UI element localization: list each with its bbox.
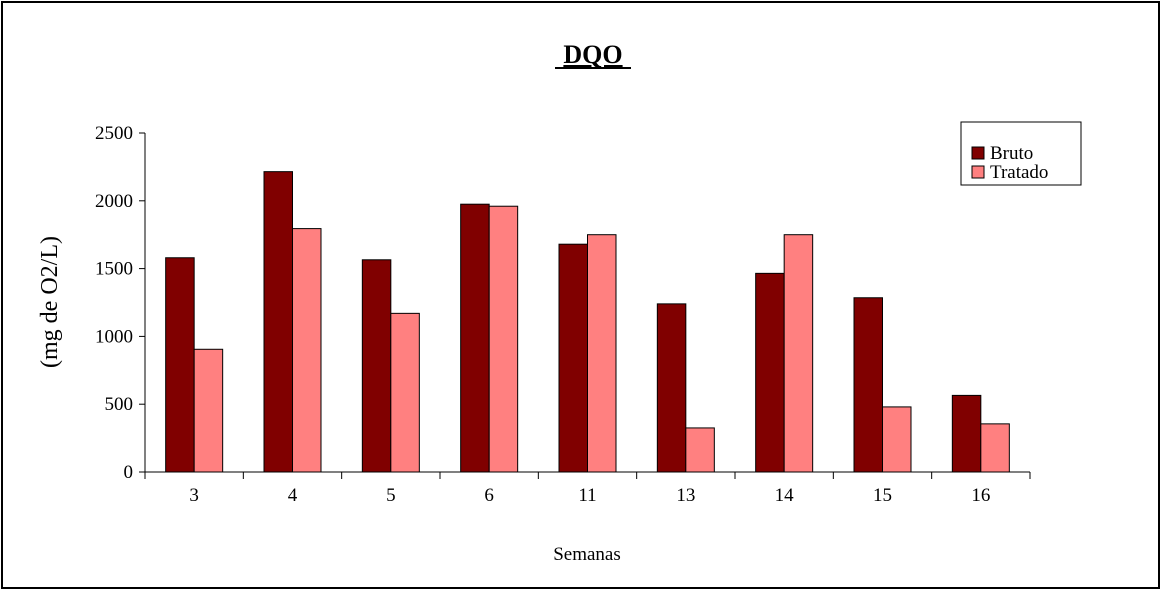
y-tick-label: 500 xyxy=(105,394,134,415)
plot-area: 0 500 1000 1500 2000 2500 3 4 5 6 11 13 14 15 16 xyxy=(95,123,1031,506)
x-tick-label: 14 xyxy=(775,485,795,506)
y-tick-label: 2500 xyxy=(95,123,133,144)
legend-label-tratado: Tratado xyxy=(990,162,1048,183)
x-tick-label: 4 xyxy=(288,485,298,506)
x-tick-label: 15 xyxy=(873,485,892,506)
bar-bruto-week-6 xyxy=(460,203,490,473)
y-tick-label: 1000 xyxy=(95,326,133,347)
legend-swatch-bruto xyxy=(971,146,985,160)
y-axis-label: (mg de O2/L) xyxy=(37,236,63,368)
bar-bruto-week-13 xyxy=(656,303,687,473)
x-tick-label: 5 xyxy=(386,485,396,506)
bar-bruto-week-5 xyxy=(361,259,392,473)
bar-bruto-week-15 xyxy=(853,297,883,473)
bar-tratado-week-5 xyxy=(390,312,420,473)
x-axis-label: Semanas xyxy=(553,544,621,565)
x-tick-label: 11 xyxy=(578,485,596,506)
legend: Bruto Tratado xyxy=(960,121,1082,186)
y-tick-label: 1500 xyxy=(95,259,133,280)
bar-bruto-week-4 xyxy=(263,171,293,473)
legend-label-bruto: Bruto xyxy=(990,143,1033,164)
bar-tratado-week-15 xyxy=(882,406,912,473)
bar-tratado-week-13 xyxy=(685,427,715,473)
bar-tratado-week-14 xyxy=(783,234,814,473)
x-tick-label: 6 xyxy=(484,485,494,506)
chart-title: DQO xyxy=(563,40,622,69)
bar-bruto-week-3 xyxy=(165,257,195,473)
bar-tratado-week-16 xyxy=(980,423,1010,473)
legend-swatch-tratado xyxy=(971,165,985,179)
bar-tratado-week-3 xyxy=(193,348,224,473)
bar-bruto-week-16 xyxy=(951,394,982,473)
x-tick-label: 16 xyxy=(971,485,990,506)
x-tick-label: 3 xyxy=(189,485,199,506)
y-tick-label: 2000 xyxy=(95,191,133,212)
bar-bruto-week-11 xyxy=(558,243,588,473)
bar-tratado-week-4 xyxy=(292,228,322,473)
x-tick-label: 13 xyxy=(676,485,695,506)
y-tick-label: 0 xyxy=(124,462,134,483)
bar-bruto-week-14 xyxy=(755,272,785,473)
bar-tratado-week-11 xyxy=(587,234,617,473)
bar-tratado-week-6 xyxy=(488,205,519,473)
